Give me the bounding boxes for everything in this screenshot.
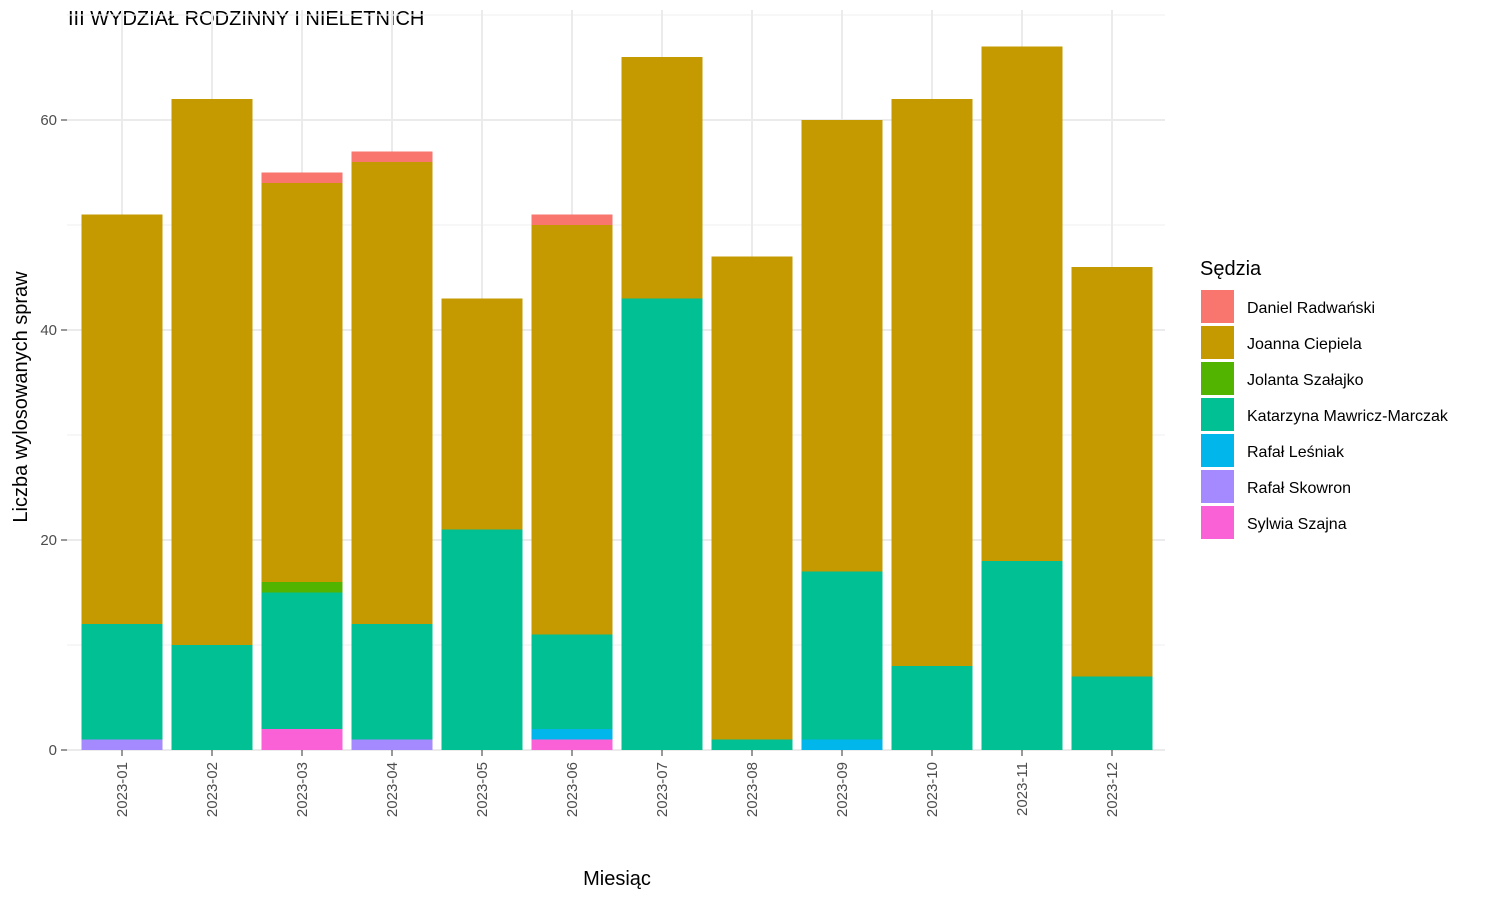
legend: Sędzia Daniel Radwański Joanna Ciepiela Jo… xyxy=(1200,258,1449,539)
bar-segment xyxy=(261,592,343,729)
bar-segment xyxy=(81,214,163,624)
legend-label: Jolanta Szałajko xyxy=(1247,372,1364,389)
bar-segment xyxy=(171,645,253,750)
x-tick-label: 2023-10 xyxy=(924,762,941,817)
bar-segment xyxy=(351,162,433,624)
legend-label: Sylwia Szajna xyxy=(1247,516,1347,533)
legend-swatch xyxy=(1201,362,1234,395)
x-tick-label: 2023-12 xyxy=(1104,762,1121,817)
bar-segment xyxy=(981,561,1063,750)
legend-label: Joanna Ciepiela xyxy=(1247,336,1362,353)
y-tick-label: 40 xyxy=(40,322,57,339)
legend-label: Daniel Radwański xyxy=(1247,300,1375,317)
x-tick-label: 2023-01 xyxy=(114,762,131,817)
bar-segment xyxy=(351,151,433,162)
bar-segment xyxy=(621,298,703,750)
bar-segment xyxy=(261,172,343,183)
chart-title: III WYDZIAŁ RODZINNY I NIELETNICH xyxy=(68,8,425,30)
x-tick-label: 2023-07 xyxy=(654,762,671,817)
bar-segment xyxy=(531,634,613,729)
bar-segment xyxy=(801,571,883,740)
bar-segment xyxy=(891,666,973,750)
legend-label: Katarzyna Mawricz-Marczak xyxy=(1247,408,1449,425)
y-tick-label: 60 xyxy=(40,112,57,129)
x-tick-label: 2023-06 xyxy=(564,762,581,817)
bar-segment xyxy=(621,57,703,299)
bar-segment xyxy=(711,739,793,750)
legend-swatch xyxy=(1201,434,1234,467)
bar-segment xyxy=(441,298,523,530)
bar-segment xyxy=(441,529,523,750)
bars xyxy=(81,46,1153,750)
bar-segment xyxy=(531,214,613,225)
bar-segment xyxy=(891,99,973,666)
legend-swatch xyxy=(1201,398,1234,431)
bar-segment xyxy=(711,256,793,740)
bar-segment xyxy=(531,729,613,740)
x-tick-label: 2023-05 xyxy=(474,762,491,817)
y-tick-label: 0 xyxy=(49,742,57,759)
bar-segment xyxy=(531,739,613,750)
bar-segment xyxy=(981,46,1063,561)
x-tick-label: 2023-08 xyxy=(744,762,761,817)
y-axis-title: Liczba wylosowanych spraw xyxy=(10,271,32,523)
x-tick-label: 2023-09 xyxy=(834,762,851,817)
y-tick-label: 20 xyxy=(40,532,57,549)
legend-label: Rafał Skowron xyxy=(1247,480,1351,497)
legend-title: Sędzia xyxy=(1200,258,1262,280)
legend-swatch xyxy=(1201,326,1234,359)
bar-segment xyxy=(801,739,883,750)
bar-segment xyxy=(1071,267,1153,677)
x-tick-label: 2023-03 xyxy=(294,762,311,817)
legend-swatch xyxy=(1201,506,1234,539)
legend-label: Rafał Leśniak xyxy=(1247,444,1345,461)
bar-segment xyxy=(261,582,343,593)
legend-swatch xyxy=(1201,290,1234,323)
x-tick-label: 2023-11 xyxy=(1014,762,1031,816)
bar-segment xyxy=(801,120,883,572)
bar-segment xyxy=(351,739,433,750)
x-tick-label: 2023-02 xyxy=(204,762,221,817)
x-axis-title: Miesiąc xyxy=(583,868,651,890)
bar-segment xyxy=(261,183,343,582)
x-tick-label: 2023-04 xyxy=(384,762,401,817)
bar-segment xyxy=(351,624,433,740)
y-axis: 0 20 40 60 xyxy=(40,112,67,759)
bar-segment xyxy=(261,729,343,750)
bar-segment xyxy=(1071,676,1153,750)
bar-segment xyxy=(171,99,253,645)
bar-segment xyxy=(81,739,163,750)
legend-swatch xyxy=(1201,470,1234,503)
bar-segment xyxy=(81,624,163,740)
x-axis: 2023-01 2023-02 2023-03 2023-04 2023-05 2023-… xyxy=(114,750,1121,817)
bar-segment xyxy=(531,225,613,635)
